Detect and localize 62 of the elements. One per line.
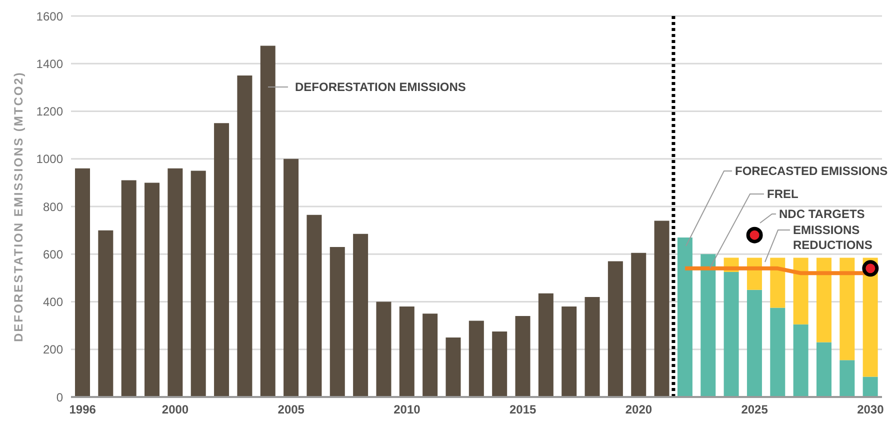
y-tick-label: 800 — [42, 200, 64, 214]
x-tick-label: 2010 — [394, 402, 421, 417]
bar — [724, 272, 739, 397]
bar — [677, 237, 692, 397]
x-tick-label: 2020 — [625, 402, 652, 417]
bar — [260, 46, 276, 397]
y-tick-label: 400 — [42, 295, 64, 310]
series-label: EMISSIONS REDUCTIONS — [793, 223, 872, 252]
y-tick-label: 0 — [56, 390, 64, 404]
bar — [468, 320, 484, 397]
bar — [306, 214, 322, 397]
x-tick-label: 2030 — [857, 402, 884, 417]
bar — [399, 306, 414, 397]
y-tick-label: 200 — [42, 342, 64, 357]
bar — [700, 254, 716, 397]
text: FREL — [767, 187, 798, 201]
bar — [121, 180, 136, 397]
bar — [422, 314, 438, 397]
y-tick-label: 600 — [42, 247, 64, 262]
bar — [584, 296, 600, 397]
bar — [631, 252, 646, 397]
y-tick-label: 1200 — [36, 104, 64, 119]
y-axis-title: DEFORESTATION EMISSIONS (MTCO2) — [11, 71, 26, 342]
bar — [214, 123, 230, 397]
bar — [793, 258, 808, 324]
text: FORECASTED EMISSIONS — [735, 164, 888, 178]
bar — [353, 234, 368, 397]
bar — [515, 316, 530, 397]
x-tick-label: 2005 — [278, 402, 305, 417]
x-tick-label: 2025 — [741, 402, 768, 417]
bar — [816, 342, 832, 397]
bar — [75, 168, 90, 397]
x-tick-label: 2015 — [509, 402, 537, 417]
bar — [840, 258, 855, 360]
bar — [816, 258, 832, 342]
series-label: DEFORESTATION EMISSIONS — [295, 80, 466, 94]
bar — [492, 332, 508, 397]
x-tick-label: 1996 — [69, 402, 96, 417]
bar — [190, 170, 206, 397]
bar — [770, 308, 786, 397]
y-tick-label: 1400 — [36, 56, 64, 71]
series-label: NDC TARGETS — [779, 207, 865, 221]
bar — [144, 182, 160, 397]
bar — [862, 376, 878, 397]
bar — [168, 168, 183, 397]
bar — [746, 290, 762, 397]
bar — [330, 246, 345, 397]
y-tick-label: 1600 — [36, 9, 64, 24]
bar — [98, 230, 114, 397]
x-tick-label: 2000 — [162, 402, 189, 417]
bar — [376, 302, 392, 397]
bar — [654, 220, 670, 397]
bar — [538, 293, 554, 397]
bar — [284, 158, 299, 397]
bar — [793, 324, 808, 397]
bar — [840, 360, 855, 397]
bar — [770, 258, 786, 308]
bar — [237, 76, 252, 397]
bar — [562, 306, 577, 397]
y-tick-label: 1000 — [36, 152, 64, 166]
bar — [608, 261, 623, 397]
bar — [446, 337, 461, 397]
